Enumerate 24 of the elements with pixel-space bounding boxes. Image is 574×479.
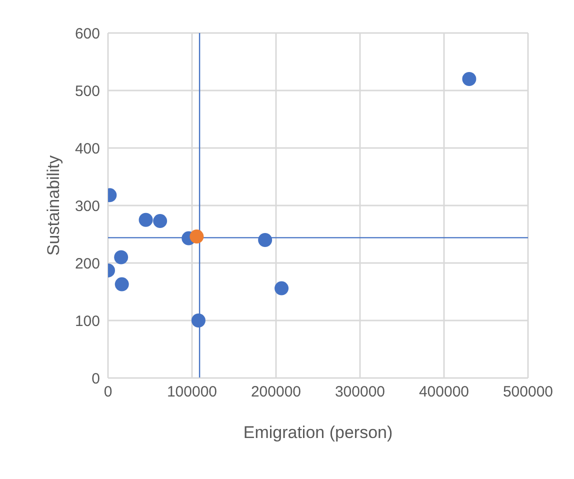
- y-tick-label: 400: [74, 140, 100, 158]
- x-tick-label: 0: [104, 384, 112, 401]
- point: [258, 233, 272, 247]
- y-tick-label: 100: [74, 312, 100, 330]
- x-axis-title: Emigration (person): [243, 423, 393, 442]
- point: [190, 230, 204, 244]
- point: [191, 314, 206, 328]
- y-tick-label: 600: [74, 25, 100, 42]
- y-axis-title: Sustainability: [44, 154, 64, 256]
- x-tick-label: 500000: [502, 384, 554, 401]
- y-tick-label: 300: [74, 198, 100, 215]
- x-tick-label: 400000: [418, 384, 470, 401]
- point: [153, 214, 168, 228]
- point: [274, 281, 289, 296]
- x-tick-label: 300000: [334, 384, 386, 401]
- y-tick-label: 500: [74, 82, 100, 100]
- point: [462, 72, 476, 86]
- point: [138, 212, 153, 227]
- x-tick-label: 200000: [250, 384, 302, 401]
- point: [114, 277, 129, 292]
- point: [114, 250, 128, 264]
- y-tick-label: 0: [92, 370, 100, 388]
- x-tick-label: 100000: [166, 384, 218, 401]
- y-tick-label: 200: [74, 255, 100, 272]
